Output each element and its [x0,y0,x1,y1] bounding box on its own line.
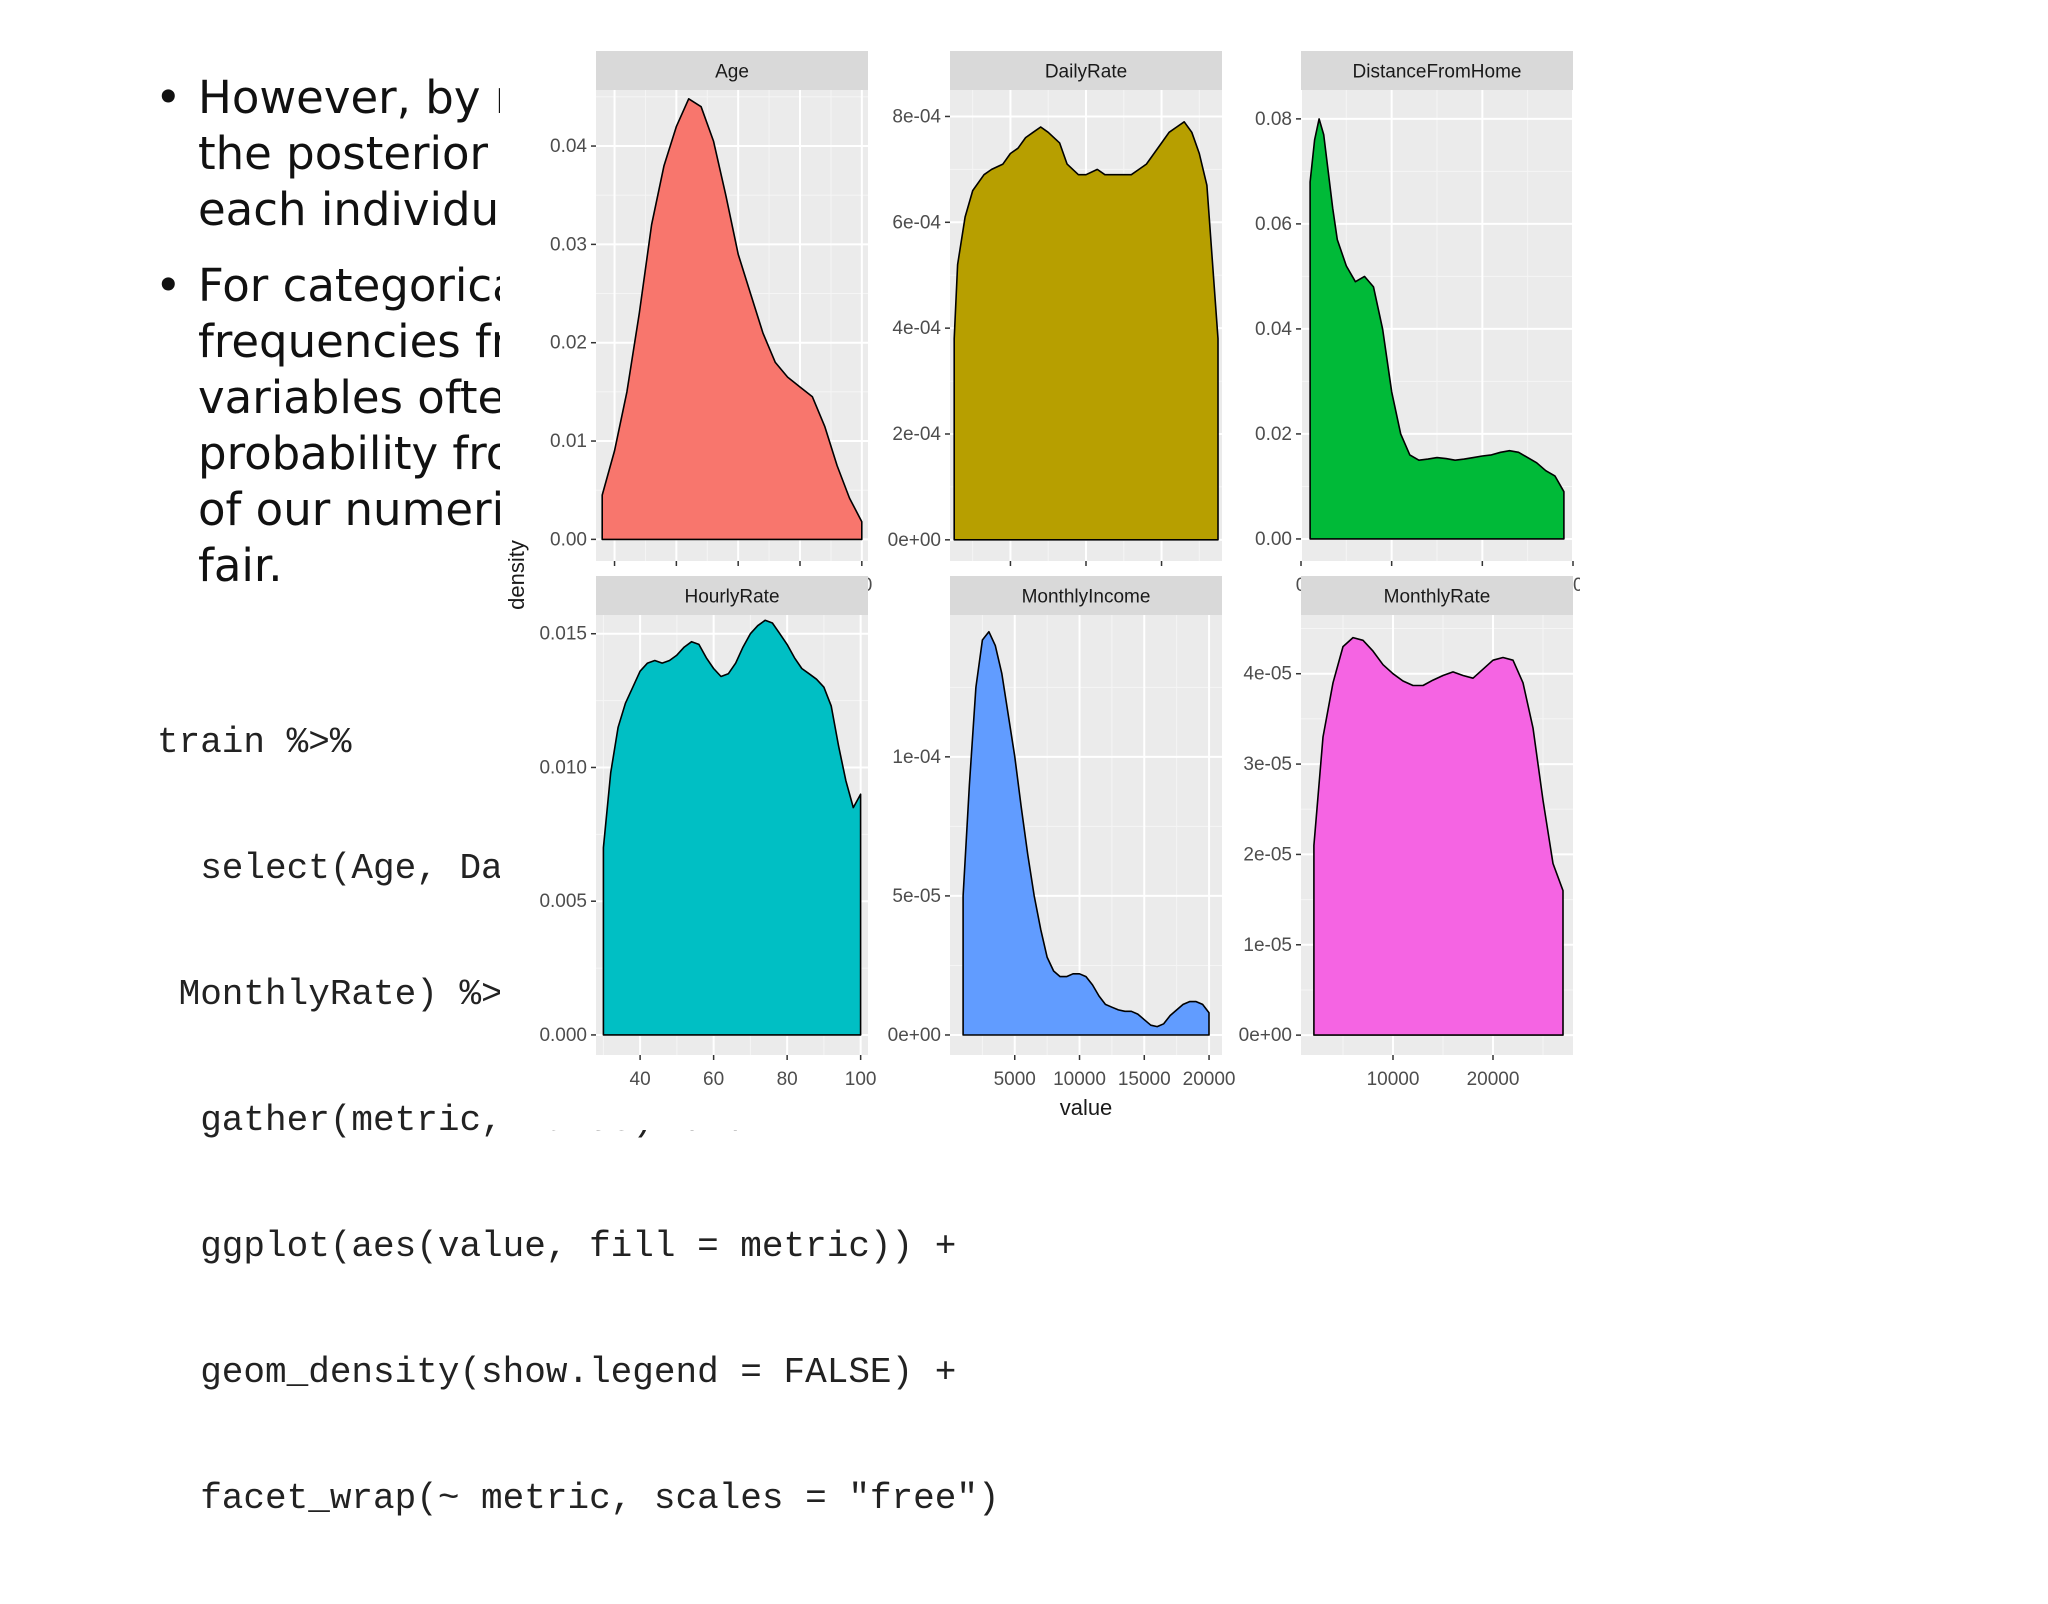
y-tick-label: 0e+00 [888,1025,941,1046]
code-line: ggplot(aes(value, fill = metric)) + [157,1226,957,1267]
facet-strip [950,576,1222,615]
y-tick-label: 0.005 [539,891,587,912]
facet-strip-label: HourlyRate [684,587,779,608]
bullet-line: fair. [198,539,283,592]
facet-strip-label: Age [715,62,749,83]
y-tick-label: 0.00 [1255,529,1292,550]
y-tick-label: 0.04 [1255,319,1292,340]
facet-strip [1301,576,1573,615]
y-tick-label: 0.08 [1255,109,1292,130]
y-tick-label: 5e-05 [892,886,941,907]
bullet-marker: • [155,71,182,124]
y-tick-label: 4e-04 [892,318,941,339]
y-tick-label: 1e-05 [1243,935,1292,956]
facet-DistanceFromHome: DistanceFromHome01020300.000.020.040.060… [1255,51,1580,596]
bullet-marker: • [155,259,182,312]
x-tick-label: 5000 [994,1069,1036,1090]
facet-strip [596,51,868,90]
y-tick-label: 0.04 [550,136,587,157]
x-tick-label: 40 [630,1069,651,1090]
x-tick-label: 10000 [1053,1069,1106,1090]
y-tick-label: 0e+00 [1239,1025,1292,1046]
density-area [601,98,863,541]
facet-Age: Age20304050600.000.010.020.030.04 [550,51,872,596]
density-area [962,630,1210,1036]
y-tick-label: 1e-04 [892,747,941,768]
x-tick-label: 60 [703,1069,724,1090]
slide: • However, by making a naive assumption … [155,40,1580,1519]
y-tick-label: 0.01 [550,431,587,452]
facet-strip [596,576,868,615]
facet-strip-label: MonthlyRate [1384,587,1491,608]
y-tick-label: 2e-04 [892,424,941,445]
y-tick-label: 8e-04 [892,106,941,127]
density-area [953,121,1219,541]
x-tick-label: 15000 [1118,1069,1171,1090]
y-axis-title: density [504,540,529,610]
y-tick-label: 0.010 [539,757,587,778]
density-facet-chart: Age20304050600.000.010.020.030.04DailyRa… [504,51,1580,1120]
x-axis-title: value [1060,1095,1113,1120]
facet-strip [1301,51,1573,90]
density-area [1313,636,1564,1036]
density-area [1309,118,1565,540]
y-tick-label: 4e-05 [1243,664,1292,685]
x-tick-label: 80 [777,1069,798,1090]
code-line: facet_wrap(~ metric, scales = "free") [157,1478,1000,1519]
facet-strip [950,51,1222,90]
y-tick-label: 0.03 [550,234,587,255]
y-tick-label: 6e-04 [892,212,941,233]
facet-strip-label: DailyRate [1045,62,1127,83]
y-tick-label: 2e-05 [1243,844,1292,865]
y-tick-label: 0.000 [539,1025,587,1046]
y-tick-label: 0.02 [550,333,587,354]
y-tick-label: 3e-05 [1243,754,1292,775]
code-line: geom_density(show.legend = FALSE) + [157,1352,957,1393]
x-tick-label: 20000 [1183,1069,1236,1090]
x-tick-label: 100 [845,1069,877,1090]
facet-MonthlyRate: MonthlyRate 10000 20000 0e+00 1e-05 2e-05 3e-0… [1239,576,1573,1090]
code-line: train %>% [157,722,352,763]
facet-strip-label: MonthlyIncome [1022,587,1151,608]
facet-MonthlyIncome: MonthlyIncome 5000 10000 15000 20000 0e+00 5e-… [888,576,1236,1090]
facet-strip-label: DistanceFromHome [1353,62,1522,83]
facet-HourlyRate: HourlyRate 40 60 80 100 0.000 0.005 0.010 0.015 [539,576,877,1090]
density-plot-image: Age20304050600.000.010.020.030.04DailyRa… [500,40,1580,1130]
density-area [602,619,862,1036]
y-tick-label: 0e+00 [888,530,941,551]
x-tick-label: 10000 [1367,1069,1420,1090]
y-tick-label: 0.00 [550,529,587,550]
y-tick-label: 0.02 [1255,424,1292,445]
y-tick-label: 0.015 [539,624,587,645]
facet-DailyRate: DailyRate40080012000e+002e-044e-046e-048… [888,51,1222,596]
x-tick-label: 20000 [1467,1069,1520,1090]
y-tick-label: 0.06 [1255,214,1292,235]
